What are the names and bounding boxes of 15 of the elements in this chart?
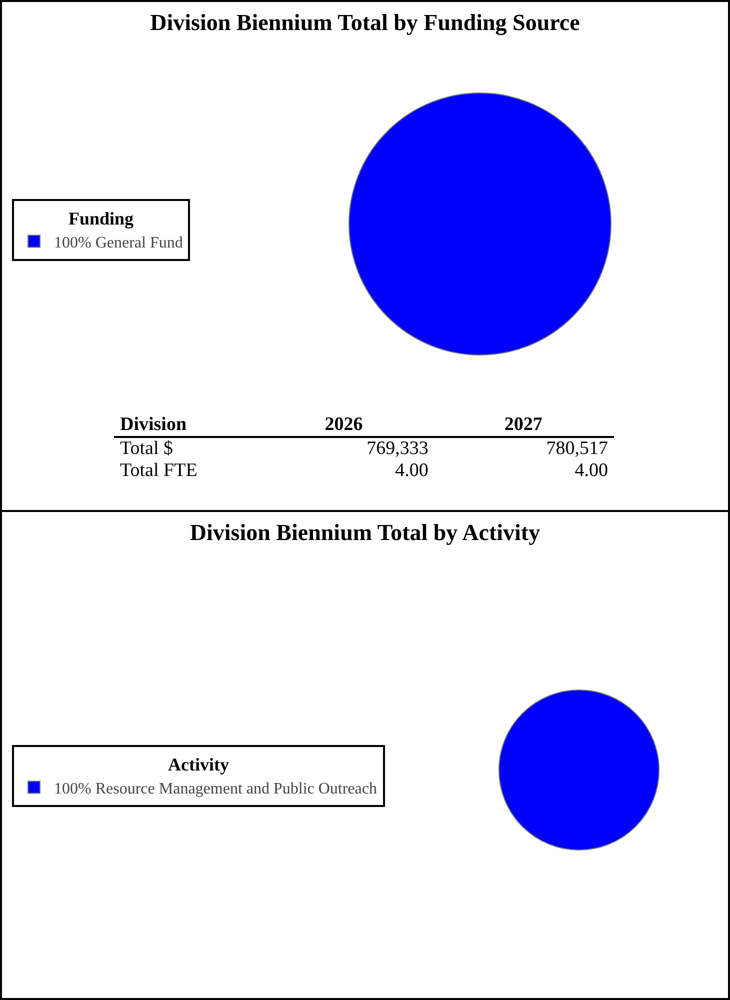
- text: 2027: [434, 414, 614, 437]
- data-label: 4.00: [574, 460, 609, 482]
- data-label: 780,517: [545, 437, 609, 460]
- data-label: 769,333: [366, 437, 430, 460]
- chart-title: Division Biennium Total by Activity: [190, 520, 541, 546]
- legend-label: 100% Resource Management and Public Outreach: [54, 780, 378, 798]
- category-label: Total $: [119, 437, 174, 460]
- legend-title: Funding: [68, 208, 134, 228]
- chart-title: Division Biennium Total by Funding Source: [150, 10, 580, 36]
- category-label: Total FTE: [119, 460, 198, 482]
- legend-label: 100% General Fund: [54, 234, 183, 252]
- legend-title: Activity: [168, 754, 229, 774]
- text: 2026: [254, 414, 434, 437]
- text: Division: [114, 414, 255, 437]
- data-label: 4.00: [394, 460, 430, 482]
